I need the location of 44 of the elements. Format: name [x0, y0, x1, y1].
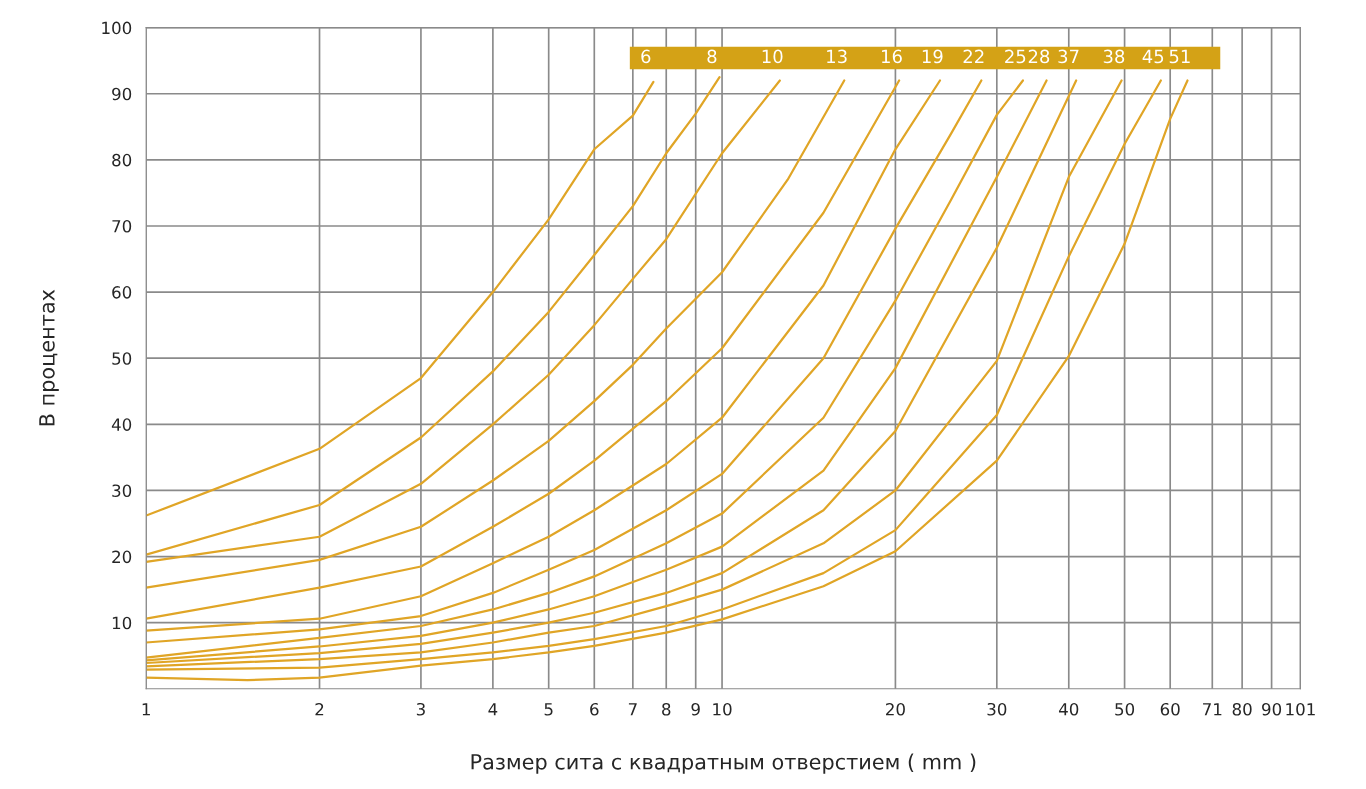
y-tick-label: 10: [112, 616, 132, 630]
x-tick-label: 2: [315, 702, 324, 716]
series-label: 37: [1058, 49, 1079, 64]
y-tick-label: 80: [112, 153, 132, 167]
y-tick-label: 100: [102, 21, 132, 35]
x-tick-label: 3: [416, 702, 425, 716]
x-tick-label: 30: [987, 702, 1007, 716]
x-tick-label: 10: [713, 702, 732, 716]
x-axis-title: Размер сита с квадратным отверстием ( mm ): [471, 753, 976, 774]
series-label: 28: [1028, 49, 1050, 64]
series-label: 16: [882, 49, 902, 64]
y-tick-label: 90: [112, 87, 132, 101]
x-tick-label: 20: [886, 702, 905, 716]
series-label: 45: [1142, 49, 1164, 64]
x-tick-label: 80: [1232, 702, 1252, 716]
x-tick-label: 101: [1286, 702, 1315, 716]
x-tick-label: 4: [488, 703, 498, 716]
x-tick-label: 9: [691, 702, 700, 716]
series-label: 51: [1169, 49, 1190, 64]
series-label: 25: [1005, 49, 1026, 64]
x-tick-label: 6: [590, 702, 599, 716]
series-label: 8: [707, 49, 717, 64]
series-label: 22: [963, 49, 984, 64]
x-tick-label: 60: [1160, 702, 1180, 716]
series-label: 6: [641, 49, 651, 64]
x-tick-label: 40: [1058, 702, 1079, 716]
x-tick-label: 5: [544, 703, 553, 716]
series-label: 10: [762, 49, 783, 64]
y-tick-label: 60: [112, 286, 132, 299]
y-tick-label: 20: [112, 550, 132, 564]
series-label: 19: [922, 49, 943, 64]
y-tick-label: 40: [111, 418, 132, 431]
x-tick-label: 1: [142, 703, 150, 716]
series-label: 38: [1103, 49, 1125, 64]
x-tick-label: 90: [1262, 702, 1282, 716]
y-tick-label: 70: [112, 219, 132, 233]
y-tick-label: 30: [112, 484, 132, 498]
x-tick-label: 71: [1203, 703, 1222, 716]
series-label: 13: [827, 49, 847, 64]
x-tick-label: 8: [662, 702, 671, 716]
y-tick-label: 50: [112, 352, 132, 365]
x-tick-label: 50: [1115, 702, 1135, 716]
x-tick-label: 7: [628, 703, 637, 716]
y-axis-title: В процентах: [39, 289, 59, 426]
